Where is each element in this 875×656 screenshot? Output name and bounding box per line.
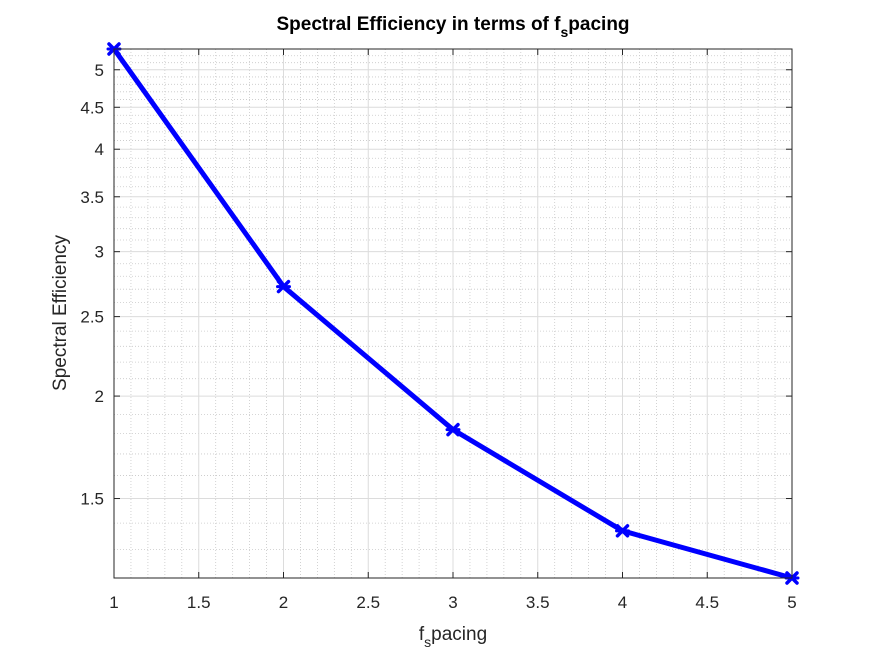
chart-title-subscript: s [561, 24, 569, 40]
data-point-marker [276, 279, 291, 294]
y-tick-label: 4 [95, 140, 104, 159]
x-tick-label: 2.5 [356, 593, 380, 612]
y-tick-label: 3 [95, 243, 104, 262]
y-tick-label: 3.5 [80, 188, 104, 207]
y-tick-label: 5 [95, 61, 104, 80]
x-axis-label-tail: pacing [431, 624, 487, 645]
x-tick-label: 3.5 [526, 593, 550, 612]
data-point-marker [445, 422, 461, 437]
y-tick-label: 2 [95, 387, 104, 406]
y-tick-label: 2.5 [80, 308, 104, 327]
x-axis-label-main: f [419, 624, 425, 645]
major-grid [113, 49, 793, 578]
y-axis-label: Spectral Efficiency [50, 235, 71, 391]
chart-title-tail: pacing [568, 14, 629, 35]
x-tick-label: 2 [279, 593, 288, 612]
tick-marks [113, 49, 793, 578]
y-tick-label: 1.5 [80, 490, 104, 509]
x-axis-label: fspacing [419, 624, 487, 650]
x-tick-label: 4.5 [695, 593, 719, 612]
x-tick-label: 5 [787, 593, 796, 612]
x-tick-label: 1 [109, 593, 118, 612]
y-tick-label: 4.5 [80, 98, 104, 117]
data-point-marker [615, 524, 630, 538]
chart-title-main: Spectral Efficiency in terms of f [276, 14, 561, 35]
x-tick-label: 3 [448, 593, 457, 612]
x-tick-labels: 1 1.5 2 2.5 3 3.5 4 4.5 5 [109, 593, 796, 612]
x-tick-label: 1.5 [187, 593, 211, 612]
y-tick-labels: 1.5 2 2.5 3 3.5 4 4.5 5 [80, 61, 104, 509]
chart-title: Spectral Efficiency in terms of fspacing [276, 14, 629, 40]
x-tick-label: 4 [618, 593, 627, 612]
x-axis-label-subscript: s [424, 634, 431, 650]
